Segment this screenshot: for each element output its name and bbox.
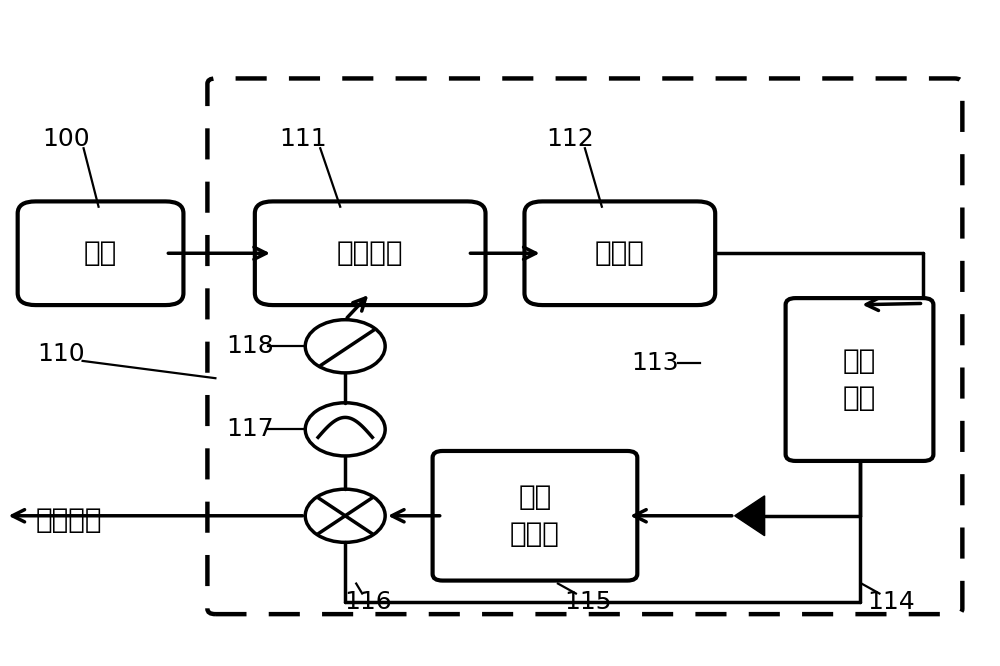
Text: 112: 112 [546,127,594,151]
Polygon shape [735,496,765,535]
FancyBboxPatch shape [524,201,715,305]
Text: 115: 115 [564,590,612,614]
Text: 111: 111 [279,127,327,151]
Text: 110: 110 [37,342,84,366]
FancyBboxPatch shape [433,451,637,581]
Text: 光源: 光源 [84,239,117,267]
Text: 长光纤: 长光纤 [595,239,645,267]
FancyBboxPatch shape [786,298,933,461]
Text: 118: 118 [226,334,274,358]
FancyBboxPatch shape [18,201,183,305]
Text: 振荡输出: 振荡输出 [35,506,102,534]
FancyBboxPatch shape [255,201,486,305]
Text: 114: 114 [868,590,915,614]
Text: 117: 117 [227,418,274,442]
Text: 光探
测器: 光探 测器 [843,347,876,412]
Text: 光调制器: 光调制器 [337,239,403,267]
Text: 113: 113 [631,351,679,375]
Text: 116: 116 [344,590,392,614]
Text: 微波
限幅器: 微波 限幅器 [510,484,560,548]
Text: 100: 100 [42,127,89,151]
